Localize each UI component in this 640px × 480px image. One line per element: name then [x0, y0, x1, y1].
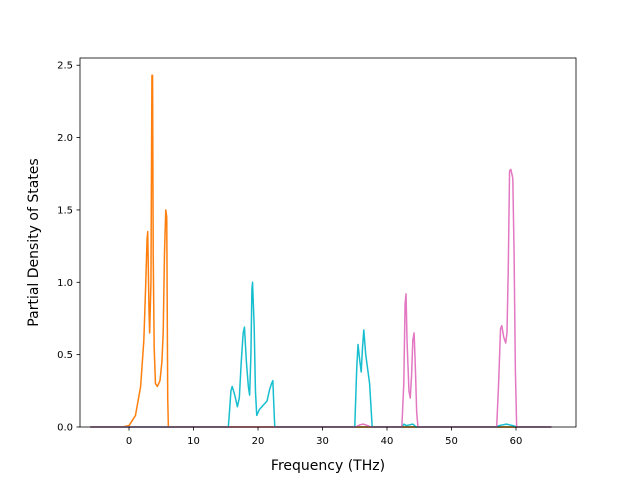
y-tick-label: 0.0: [57, 423, 73, 434]
x-tick-label: 20: [252, 436, 265, 447]
y-axis-label: Partial Density of States: [26, 158, 42, 326]
y-tick-label: 2.0: [57, 133, 73, 144]
x-tick-label: 0: [126, 436, 132, 447]
y-axis-ticks: 0.0 0.5 1.0 1.5 2.0 2.5: [57, 61, 80, 434]
plot-frame: [79, 57, 577, 428]
x-axis-label: Frequency (THz): [271, 458, 385, 474]
x-axis-ticks: 0 10 20 30 40 50 60: [126, 427, 523, 447]
x-tick-label: 40: [381, 436, 394, 447]
y-tick-label: 1.0: [57, 278, 73, 289]
y-tick-label: 0.5: [57, 350, 73, 361]
series-line-3: [90, 281, 552, 428]
x-tick-label: 60: [510, 436, 523, 447]
y-tick-label: 2.5: [57, 61, 73, 72]
y-tick-label: 1.5: [57, 205, 73, 216]
series-line-2: [90, 74, 552, 428]
x-tick-label: 30: [316, 436, 329, 447]
x-tick-label: 10: [187, 436, 200, 447]
x-tick-label: 50: [445, 436, 458, 447]
